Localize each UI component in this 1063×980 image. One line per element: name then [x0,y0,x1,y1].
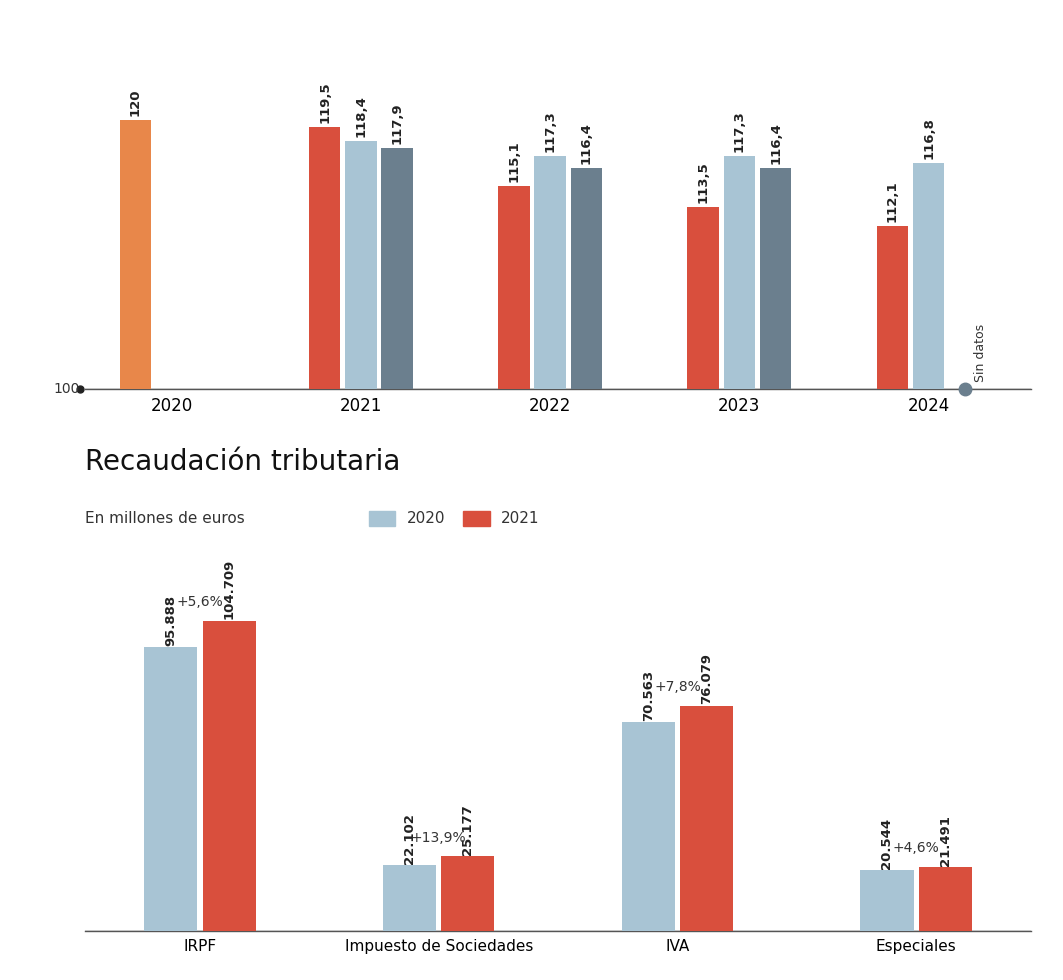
Text: 76.079: 76.079 [701,654,713,705]
Bar [918,867,972,931]
Text: +13,9%: +13,9% [411,830,467,845]
Text: 117,9: 117,9 [391,103,404,144]
Bar [571,169,603,389]
Bar [913,163,944,389]
Text: 25.177: 25.177 [461,805,474,856]
Text: 2020: 2020 [407,511,445,526]
Text: 113,5: 113,5 [696,162,710,203]
Bar [441,857,494,931]
Text: 117,3: 117,3 [732,111,746,152]
Bar [369,511,395,526]
Text: 20.544: 20.544 [880,817,894,869]
Text: 117,3: 117,3 [543,111,557,152]
Text: +5,6%: +5,6% [176,595,223,609]
Bar [688,208,719,389]
Text: 22.102: 22.102 [403,813,416,864]
Text: 112,1: 112,1 [885,180,899,222]
Text: 70.563: 70.563 [642,669,655,720]
Text: 21.491: 21.491 [939,815,951,866]
Text: En millones de euros: En millones de euros [85,511,244,526]
Bar [760,169,792,389]
Text: 116,4: 116,4 [580,122,593,165]
Text: Recaudación tributaria: Recaudación tributaria [85,449,401,476]
Bar [499,186,529,389]
Text: 120: 120 [129,88,142,116]
Bar [382,148,414,389]
Bar [860,870,913,931]
Text: 104.709: 104.709 [222,560,236,619]
Text: +4,6%: +4,6% [893,842,940,856]
Text: 2021: 2021 [502,511,540,526]
Bar [535,156,566,389]
Bar [145,647,198,931]
Bar [877,226,908,389]
Text: 116,4: 116,4 [770,122,782,165]
Text: 115,1: 115,1 [507,140,521,181]
Bar [383,865,436,931]
Bar [309,126,340,389]
Bar [463,511,490,526]
Text: 100: 100 [54,382,81,396]
Bar [724,156,755,389]
Bar [680,706,733,931]
Bar [120,120,151,389]
Text: Sin datos: Sin datos [975,324,988,382]
Bar [345,141,376,389]
Text: +7,8%: +7,8% [654,680,701,694]
Text: 119,5: 119,5 [318,81,332,122]
Text: 95.888: 95.888 [165,595,178,646]
Text: 116,8: 116,8 [922,117,935,159]
Bar [622,722,675,931]
Bar [203,620,256,931]
Text: 118,4: 118,4 [354,95,368,137]
